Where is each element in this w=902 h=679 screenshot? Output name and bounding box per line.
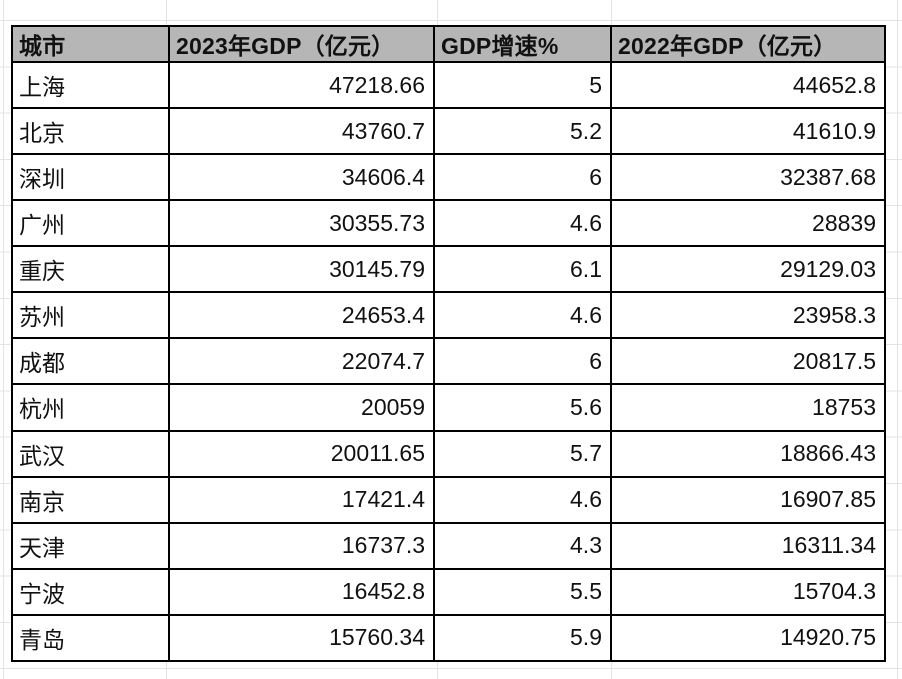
city-cell[interactable]: 苏州 — [11, 291, 170, 340]
header-cell-gdp-2022[interactable]: 2022年GDP（亿元） — [610, 25, 886, 63]
city-cell[interactable]: 成都 — [11, 337, 170, 386]
gdp-2022-cell[interactable]: 14920.75 — [610, 613, 886, 663]
growth-cell[interactable]: 4.6 — [433, 199, 612, 248]
gdp-2023-cell[interactable]: 34606.4 — [168, 153, 435, 202]
gdp-2023-cell[interactable]: 20011.65 — [168, 429, 435, 478]
gdp-2023-cell[interactable]: 22074.7 — [168, 337, 435, 386]
growth-cell[interactable]: 4.3 — [433, 521, 612, 570]
gdp-2023-cell[interactable]: 20059 — [168, 383, 435, 432]
growth-cell[interactable]: 4.6 — [433, 475, 612, 524]
gdp-2022-cell[interactable]: 16311.34 — [610, 521, 886, 570]
city-cell[interactable]: 重庆 — [11, 245, 170, 294]
gdp-2023-cell[interactable]: 24653.4 — [168, 291, 435, 340]
city-gdp-table: 城市 2023年GDP（亿元） GDP增速% 2022年GDP（亿元） 上海 4… — [11, 25, 886, 663]
city-cell[interactable]: 天津 — [11, 521, 170, 570]
table-row: 重庆 30145.79 6.1 29129.03 — [11, 245, 886, 294]
city-cell[interactable]: 武汉 — [11, 429, 170, 478]
city-cell[interactable]: 北京 — [11, 107, 170, 156]
gdp-2022-cell[interactable]: 20817.5 — [610, 337, 886, 386]
gdp-2022-cell[interactable]: 44652.8 — [610, 60, 886, 110]
gdp-2023-cell[interactable]: 43760.7 — [168, 107, 435, 156]
gdp-2022-cell[interactable]: 23958.3 — [610, 291, 886, 340]
gdp-2023-cell[interactable]: 30355.73 — [168, 199, 435, 248]
city-cell[interactable]: 上海 — [11, 60, 170, 110]
table-row: 宁波 16452.8 5.5 15704.3 — [11, 567, 886, 616]
growth-cell[interactable]: 5.7 — [433, 429, 612, 478]
header-cell-growth[interactable]: GDP增速% — [433, 25, 612, 63]
gdp-2022-cell[interactable]: 32387.68 — [610, 153, 886, 202]
gdp-2022-cell[interactable]: 16907.85 — [610, 475, 886, 524]
table-row: 青岛 15760.34 5.9 14920.75 — [11, 613, 886, 663]
city-cell[interactable]: 南京 — [11, 475, 170, 524]
gdp-2022-cell[interactable]: 15704.3 — [610, 567, 886, 616]
gdp-2023-cell[interactable]: 30145.79 — [168, 245, 435, 294]
header-cell-gdp-2023[interactable]: 2023年GDP（亿元） — [168, 25, 435, 63]
header-row: 城市 2023年GDP（亿元） GDP增速% 2022年GDP（亿元） — [11, 25, 886, 63]
table-row: 杭州 20059 5.6 18753 — [11, 383, 886, 432]
growth-cell[interactable]: 5 — [433, 60, 612, 110]
gdp-2023-cell[interactable]: 17421.4 — [168, 475, 435, 524]
table-row: 上海 47218.66 5 44652.8 — [11, 60, 886, 110]
gdp-2022-cell[interactable]: 28839 — [610, 199, 886, 248]
growth-cell[interactable]: 6 — [433, 337, 612, 386]
growth-cell[interactable]: 6 — [433, 153, 612, 202]
gdp-2023-cell[interactable]: 15760.34 — [168, 613, 435, 663]
city-cell[interactable]: 宁波 — [11, 567, 170, 616]
table-body: 上海 47218.66 5 44652.8 北京 43760.7 5.2 416… — [11, 60, 886, 663]
city-cell[interactable]: 广州 — [11, 199, 170, 248]
table-row: 苏州 24653.4 4.6 23958.3 — [11, 291, 886, 340]
gdp-2022-cell[interactable]: 18753 — [610, 383, 886, 432]
city-cell[interactable]: 杭州 — [11, 383, 170, 432]
growth-cell[interactable]: 5.9 — [433, 613, 612, 663]
gdp-2023-cell[interactable]: 16452.8 — [168, 567, 435, 616]
gdp-2023-cell[interactable]: 16737.3 — [168, 521, 435, 570]
table-row: 广州 30355.73 4.6 28839 — [11, 199, 886, 248]
table-row: 南京 17421.4 4.6 16907.85 — [11, 475, 886, 524]
growth-cell[interactable]: 5.2 — [433, 107, 612, 156]
table-row: 深圳 34606.4 6 32387.68 — [11, 153, 886, 202]
gdp-2023-cell[interactable]: 47218.66 — [168, 60, 435, 110]
growth-cell[interactable]: 4.6 — [433, 291, 612, 340]
table-row: 北京 43760.7 5.2 41610.9 — [11, 107, 886, 156]
growth-cell[interactable]: 5.5 — [433, 567, 612, 616]
city-cell[interactable]: 深圳 — [11, 153, 170, 202]
table-row: 天津 16737.3 4.3 16311.34 — [11, 521, 886, 570]
table-row: 成都 22074.7 6 20817.5 — [11, 337, 886, 386]
gdp-2022-cell[interactable]: 29129.03 — [610, 245, 886, 294]
city-cell[interactable]: 青岛 — [11, 613, 170, 663]
gdp-2022-cell[interactable]: 18866.43 — [610, 429, 886, 478]
table-row: 武汉 20011.65 5.7 18866.43 — [11, 429, 886, 478]
growth-cell[interactable]: 5.6 — [433, 383, 612, 432]
header-cell-city[interactable]: 城市 — [11, 25, 170, 63]
gdp-2022-cell[interactable]: 41610.9 — [610, 107, 886, 156]
growth-cell[interactable]: 6.1 — [433, 245, 612, 294]
